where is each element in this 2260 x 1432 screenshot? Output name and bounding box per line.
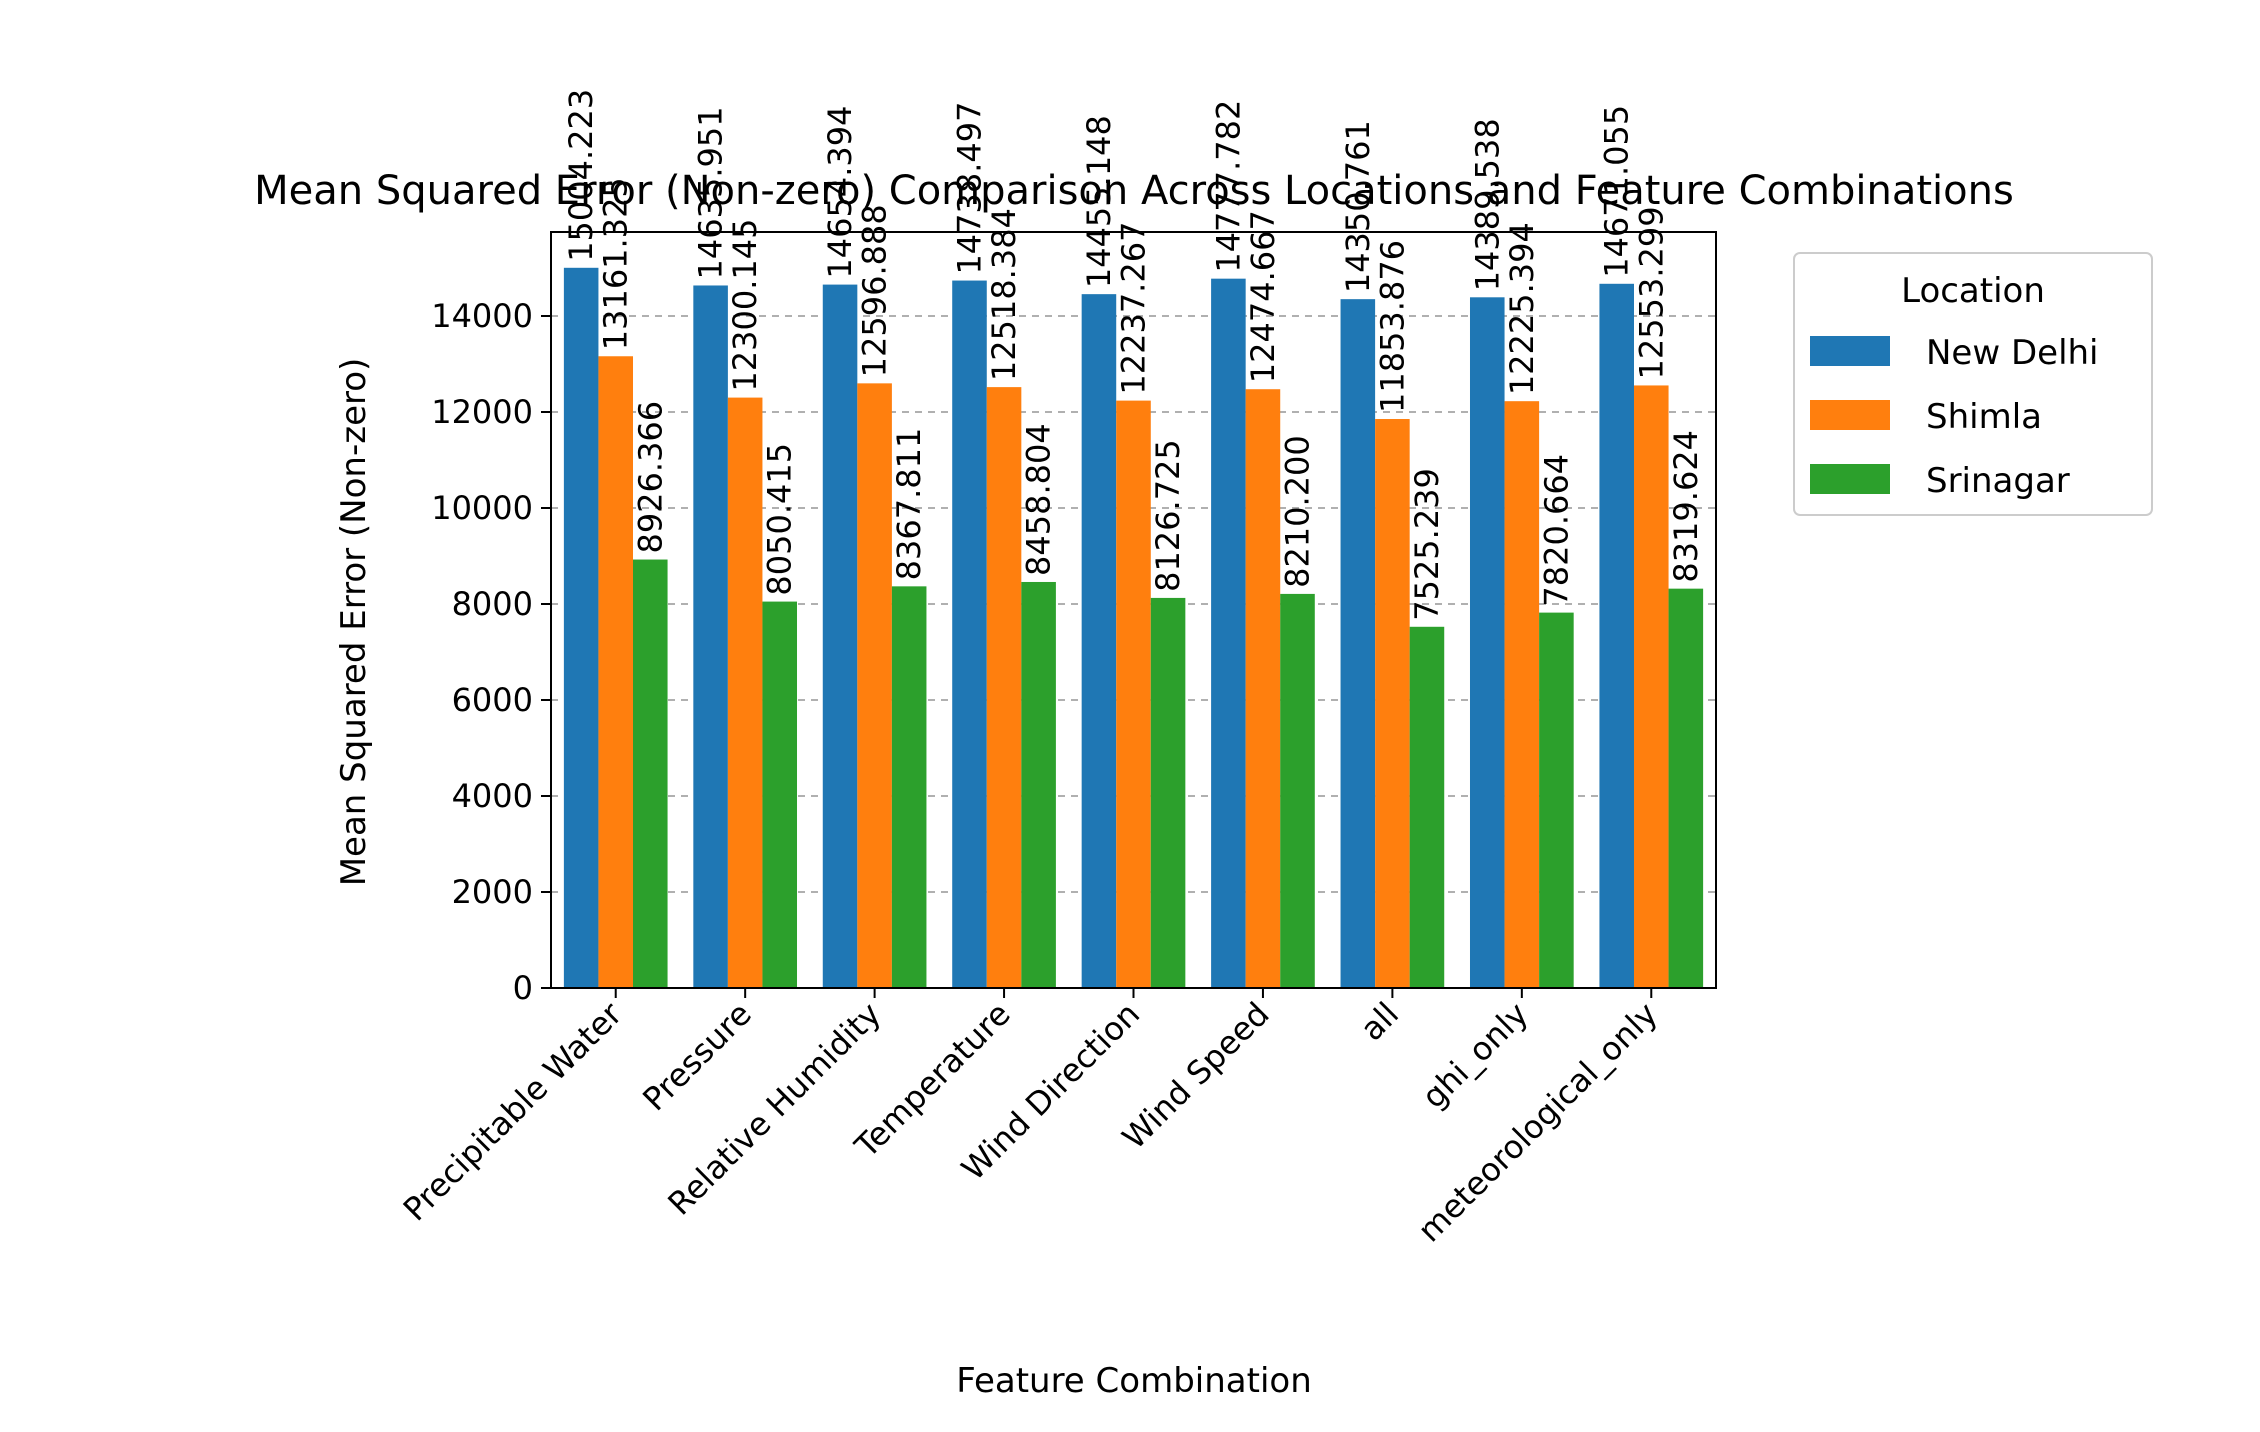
bar-value-label: 8367.811 [890, 428, 928, 581]
y-tick-label: 6000 [452, 681, 533, 719]
bar-shimla [986, 387, 1022, 988]
bar-srinagar [1409, 626, 1445, 988]
bar-value-label: 8319.624 [1667, 430, 1705, 583]
bar-new-delhi [1211, 278, 1246, 988]
bar-value-label: 14777.782 [1209, 100, 1247, 273]
bar-value-label: 12553.299 [1632, 206, 1670, 379]
bar-value-label: 12300.145 [726, 219, 764, 392]
legend-entries: New Delhi Shimla Srinagar [1810, 333, 2099, 501]
y-tick-label: 8000 [452, 585, 533, 623]
y-tick-label: 4000 [452, 777, 533, 815]
bar-value-label: 14350.761 [1339, 120, 1377, 293]
bar-new-delhi [1599, 283, 1634, 988]
bar-value-label: 12474.667 [1244, 210, 1282, 383]
bars-layer [563, 267, 1704, 989]
legend-swatch-new-delhi [1810, 336, 1890, 366]
bar-value-label: 12237.267 [1115, 222, 1153, 395]
bar-shimla [1504, 401, 1540, 988]
bar-value-label: 8050.415 [761, 443, 799, 596]
bar-srinagar [1280, 593, 1315, 988]
y-tick-label: 2000 [452, 873, 533, 911]
bar-new-delhi [1469, 297, 1505, 988]
bar-value-label: 8926.366 [631, 401, 669, 554]
bar-value-label: 7525.239 [1408, 468, 1446, 621]
bar-value-label: 11853.876 [1373, 240, 1411, 413]
bar-srinagar [1021, 581, 1056, 988]
y-tick-label: 14000 [431, 297, 533, 335]
bar-new-delhi [563, 267, 599, 988]
bar-new-delhi [822, 284, 858, 988]
bar-value-label: 12518.384 [985, 208, 1023, 381]
bar-shimla [598, 356, 634, 988]
legend-title: Location [1901, 271, 2045, 311]
bar-srinagar [891, 586, 927, 988]
bar-shimla [727, 397, 763, 989]
bar-value-label: 14455.148 [1080, 115, 1118, 288]
bar-value-label: 14635.951 [692, 106, 730, 279]
bar-shimla [1633, 385, 1669, 988]
bar-value-label: 14671.055 [1598, 105, 1636, 278]
legend-label-shimla: Shimla [1926, 397, 2042, 437]
bar-srinagar [633, 559, 668, 988]
bar-shimla [857, 383, 892, 988]
bar-new-delhi [1081, 294, 1117, 988]
legend: Location New Delhi Shimla Srinagar [1793, 252, 2153, 516]
legend-frame [1793, 252, 2153, 516]
bar-value-label: 8458.804 [1020, 423, 1058, 576]
bar-value-label: 14738.497 [950, 102, 988, 275]
y-tick-label: 10000 [431, 489, 533, 527]
plot-frame [550, 231, 1717, 989]
bar-value-label: 8126.725 [1149, 439, 1187, 592]
bar-srinagar [762, 601, 798, 988]
y-axis-label: Mean Squared Error (Non-zero) [334, 358, 374, 887]
legend-label-new-delhi: New Delhi [1926, 333, 2099, 373]
chart-title: Mean Squared Error (Non-zero) Comparison… [254, 168, 2014, 214]
bar-shimla [1245, 389, 1281, 989]
legend-swatch-shimla [1810, 400, 1890, 430]
bar-srinagar [1150, 597, 1186, 988]
bar-value-label: 15004.223 [562, 89, 600, 262]
bar-new-delhi [693, 285, 728, 988]
x-axis-label: Feature Combination [956, 1361, 1312, 1401]
y-tick-label: 12000 [431, 393, 533, 431]
bar-shimla [1375, 419, 1410, 989]
bar-shimla [1116, 400, 1151, 988]
bar-value-label: 7820.664 [1537, 454, 1575, 607]
bar-value-label: 14654.394 [821, 106, 859, 279]
bar-new-delhi [1340, 299, 1376, 989]
bar-srinagar [1668, 588, 1704, 988]
legend-label-srinagar: Srinagar [1926, 461, 2070, 501]
bar-value-label: 12596.888 [856, 204, 894, 377]
bar-srinagar [1539, 612, 1574, 988]
y-tick-label: 0 [513, 969, 533, 1007]
legend-swatch-srinagar [1810, 464, 1890, 494]
bar-value-label: 14389.538 [1468, 118, 1506, 291]
bar-value-label: 13161.325 [597, 177, 635, 350]
bar-value-label: 12225.394 [1503, 222, 1541, 395]
bar-value-label: 8210.200 [1279, 435, 1317, 588]
bar-new-delhi [952, 280, 987, 989]
